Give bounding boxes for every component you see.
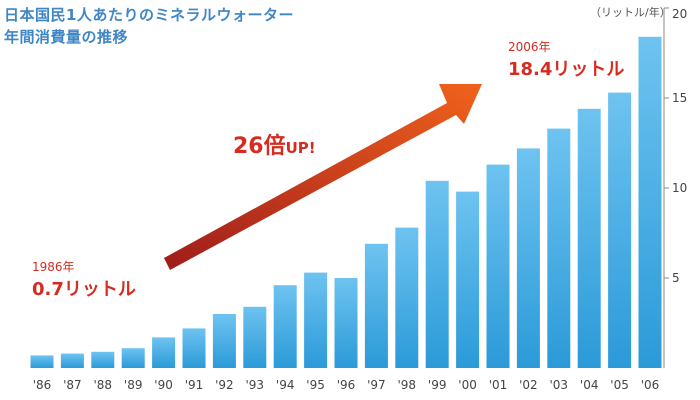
x-tick-label: '98 [398,378,417,392]
end-year-label: 2006年 [508,40,551,54]
chart-title-line2: 年間消費量の推移 [4,28,129,46]
bar-96 [334,278,358,368]
x-tick-label: '05 [610,378,629,392]
x-tick-label: '93 [246,378,265,392]
bar-06 [638,36,662,369]
start-year-label: 1986年 [32,260,75,274]
chart-title-line1: 日本国民1人あたりのミネラルウォーター [4,6,294,24]
x-tick-label: '92 [215,378,234,392]
y-tick-label: 20 [672,7,687,21]
y-tick-label: 5 [672,271,680,285]
x-tick-labels: '86 '87 '88 '89 '90 '91 '92 '93 '94 '95 '96 '97 '98 '… [33,378,660,392]
start-annotation: 1986年 0.7リットル [32,258,136,301]
y-tick-label: 15 [672,91,687,105]
bar-89 [121,348,145,368]
x-tick-label: '99 [428,378,447,392]
bar-98 [395,227,419,368]
bar-01 [486,164,510,368]
x-tick-label: '90 [154,378,173,392]
bar-87 [60,353,84,368]
x-tick-label: '00 [458,378,477,392]
y-tick-label: 10 [672,181,687,195]
y-axis: 5 10 15 20 [663,7,687,368]
x-tick-label: '02 [519,378,538,392]
start-value-label: 0.7リットル [32,279,136,300]
multiplier-big-text: 26倍 [233,134,286,159]
x-tick-label: '94 [276,378,295,392]
y-axis-unit-label: （リットル/年） [590,6,671,19]
end-value-label: 18.4リットル [508,59,625,80]
bar-03 [547,128,571,368]
x-tick-label: '88 [94,378,113,392]
x-tick-label: '86 [33,378,52,392]
bar-92 [212,314,236,368]
x-tick-label: '89 [124,378,143,392]
bar-88 [91,351,115,368]
bar-86 [30,355,54,368]
end-annotation: 2006年 18.4リットル [508,38,624,81]
x-tick-label: '91 [185,378,204,392]
x-tick-label: '03 [550,378,569,392]
bar-93 [243,306,267,368]
bar-91 [182,328,206,368]
multiplier-small-text: UP! [285,139,316,157]
x-tick-label: '01 [489,378,508,392]
x-tick-label: '95 [306,378,325,392]
bar-90 [152,337,176,368]
bar-00 [456,191,480,368]
bar-99 [425,180,449,368]
bar-04 [577,108,601,369]
multiplier-annotation: 26倍UP! [233,128,316,160]
bar-05 [608,92,632,368]
bar-94 [273,285,297,368]
x-tick-label: '06 [641,378,660,392]
bar-97 [364,243,388,368]
bar-95 [304,272,328,368]
bars-group [30,36,662,369]
x-tick-label: '87 [63,378,82,392]
bar-02 [516,148,540,368]
trend-arrow-icon [164,84,482,270]
x-tick-label: '04 [580,378,599,392]
x-tick-label: '97 [367,378,386,392]
x-tick-label: '96 [337,378,356,392]
